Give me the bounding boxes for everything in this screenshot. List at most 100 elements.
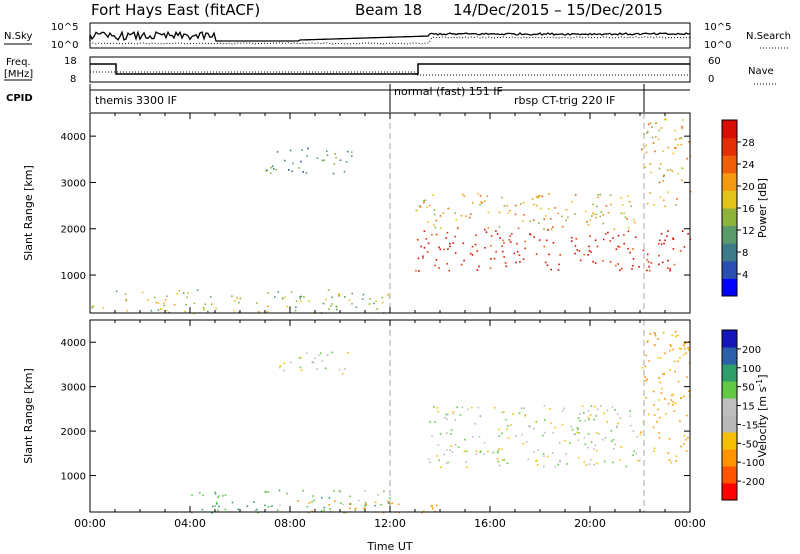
velocity-point-3 <box>559 459 561 462</box>
velocity-point-0 <box>215 501 218 504</box>
velocity-point-4 <box>648 360 650 362</box>
power-point-3 <box>621 203 624 206</box>
velocity-point-3 <box>515 435 517 437</box>
power-point-2 <box>594 262 597 264</box>
power-point-0 <box>362 293 365 296</box>
velocity-point-1 <box>391 502 393 505</box>
velocity-point-2 <box>318 354 320 356</box>
velocity-point-4 <box>670 461 672 464</box>
velocity-point-3 <box>505 418 507 421</box>
power-point-4 <box>664 118 666 121</box>
power-point-3 <box>552 226 554 228</box>
power-point-2 <box>647 261 650 263</box>
velocity-point-4 <box>659 381 661 384</box>
power-point-3 <box>589 219 592 221</box>
power-point-1 <box>265 170 267 172</box>
colorbar-tick-label: 4 <box>742 270 748 281</box>
nsearch-trace <box>89 36 691 45</box>
colorbar-segment <box>722 398 737 416</box>
velocity-point-3 <box>457 446 460 448</box>
power-point-2 <box>435 259 438 261</box>
velocity-point-0 <box>201 508 204 511</box>
velocity-point-0 <box>338 490 341 492</box>
velocity-point-0 <box>349 495 351 498</box>
power-point-3 <box>517 227 520 230</box>
velocity-point-0 <box>199 492 201 494</box>
velocity-point-4 <box>669 349 671 352</box>
velocity-point-3 <box>533 427 535 430</box>
colorbar-segment <box>722 225 737 244</box>
power-point-0 <box>281 298 284 300</box>
velocity-point-3 <box>576 427 579 429</box>
y-tick-label: 3000 <box>61 178 86 189</box>
power-point-0 <box>141 291 144 294</box>
velocity-point-4 <box>686 414 688 417</box>
power-point-0 <box>327 289 330 291</box>
velocity-point-3 <box>521 433 523 436</box>
power-point-2 <box>460 263 463 266</box>
velocity-point-3 <box>452 411 455 413</box>
y-tick-label: 4000 <box>61 338 86 349</box>
nsearch-tick-bottom: 10^0 <box>704 40 731 51</box>
power-point-3 <box>434 226 437 229</box>
velocity-point-3 <box>596 449 598 452</box>
power-point-2 <box>649 269 651 272</box>
velocity-point-3 <box>433 406 435 408</box>
power-point-2 <box>605 233 607 235</box>
power-point-2 <box>617 234 620 237</box>
power-point-0 <box>299 297 302 300</box>
velocity-point-4 <box>680 445 682 448</box>
velocity-point-2 <box>320 352 322 355</box>
power-point-3 <box>627 227 630 229</box>
power-point-2 <box>508 239 511 241</box>
velocity-point-0 <box>323 506 326 509</box>
velocity-point-1 <box>334 500 336 502</box>
velocity-point-0 <box>329 508 331 510</box>
power-point-2 <box>617 245 619 248</box>
power-point-2 <box>596 245 599 248</box>
velocity-point-4 <box>669 343 672 346</box>
velocity-point-3 <box>595 415 597 417</box>
velocity-point-4 <box>684 342 687 344</box>
power-point-0 <box>166 295 168 297</box>
power-point-2 <box>535 253 538 255</box>
power-point-0 <box>295 306 297 309</box>
x-tick-label: 08:00 <box>274 517 306 530</box>
power-point-2 <box>683 246 686 248</box>
power-point-4 <box>680 143 683 146</box>
velocity-point-2 <box>283 369 285 372</box>
power-point-3 <box>561 225 564 228</box>
velocity-point-3 <box>454 419 457 421</box>
velocity-point-0 <box>267 491 270 493</box>
velocity-point-1 <box>348 503 351 505</box>
colorbar-segment <box>722 208 737 227</box>
colorbar-tick-label: 24 <box>742 160 755 171</box>
velocity-point-3 <box>554 465 556 468</box>
velocity-point-3 <box>632 454 634 456</box>
power-point-4 <box>658 129 661 132</box>
freq-trace <box>90 63 690 75</box>
velocity-point-4 <box>687 347 689 349</box>
power-point-2 <box>469 252 472 255</box>
velocity-point-0 <box>256 508 258 511</box>
power-point-4 <box>649 163 652 165</box>
nsky-frame <box>89 22 691 49</box>
power-y-axis: 1000 2000 3000 4000 <box>61 132 690 282</box>
power-point-2 <box>454 252 457 254</box>
velocity-point-0 <box>212 505 214 508</box>
power-point-2 <box>617 263 619 265</box>
power-point-4 <box>682 119 684 121</box>
velocity-point-3 <box>529 425 532 428</box>
velocity-point-3 <box>512 413 514 415</box>
velocity-point-4 <box>656 420 658 423</box>
velocity-point-4 <box>652 390 655 393</box>
power-point-3 <box>498 226 501 228</box>
power-point-2 <box>485 231 488 233</box>
y-tick-label: 3000 <box>61 383 86 394</box>
power-point-4 <box>676 198 678 200</box>
power-point-2 <box>558 263 560 266</box>
velocity-point-3 <box>496 451 499 454</box>
velocity-point-2 <box>311 361 314 364</box>
freq-unit: [MHz] <box>4 69 33 80</box>
power-point-0 <box>238 301 240 304</box>
